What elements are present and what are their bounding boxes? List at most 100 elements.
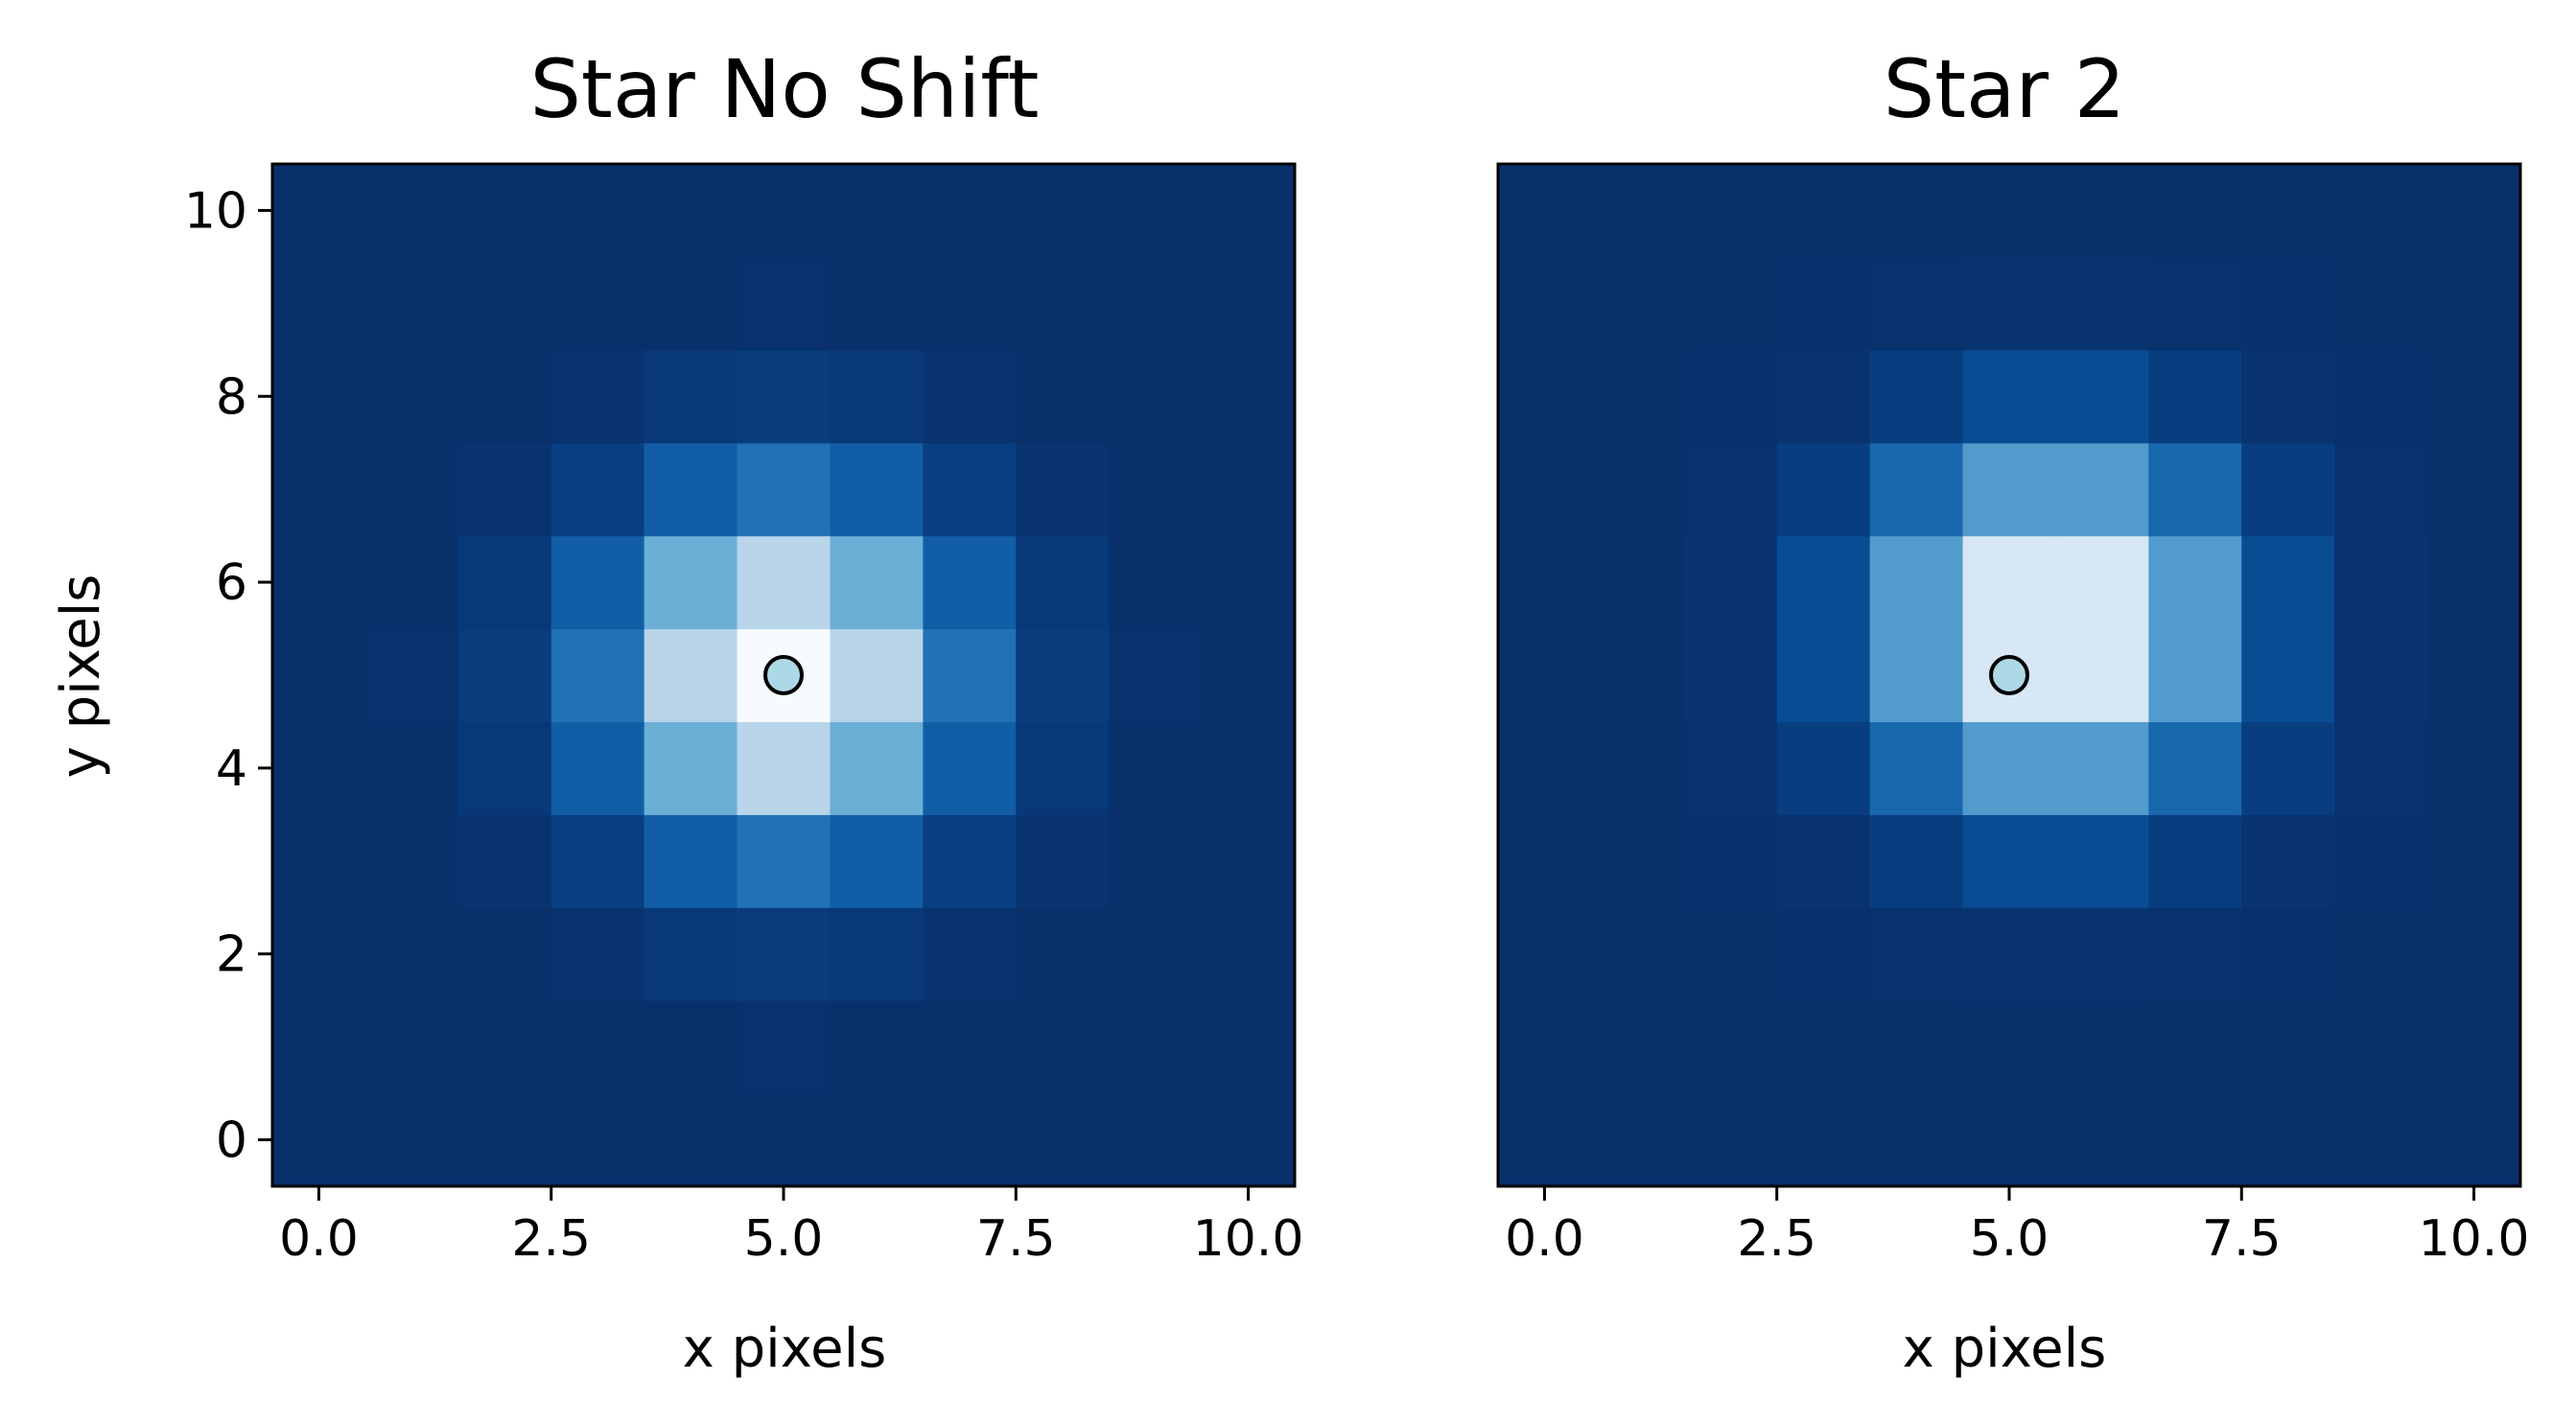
heatmap-cell (1962, 1000, 2057, 1094)
heatmap-cell (1202, 907, 1296, 1001)
x-tick-label: 2.5 (511, 1210, 591, 1268)
heatmap-cell (2427, 442, 2521, 537)
heatmap-cell (1109, 256, 1203, 351)
heatmap-cell (1109, 535, 1203, 630)
heatmap-cell (550, 907, 645, 1001)
heatmap-cell (2241, 721, 2335, 815)
heatmap-cell (737, 814, 831, 908)
heatmap-cell (1869, 164, 1964, 258)
heatmap-cell (1776, 164, 1871, 258)
heatmap-cell (2055, 814, 2149, 908)
heatmap-cell (1776, 535, 1871, 630)
heatmap-cell (550, 349, 645, 444)
heatmap-cell (1962, 814, 2057, 908)
heatmap-cell (1109, 628, 1203, 723)
heatmap-cell (2055, 721, 2149, 815)
panel-title: Star No Shift (530, 42, 1040, 136)
heatmap-cell (1590, 256, 1685, 351)
heatmap-cell (1109, 1093, 1203, 1187)
heatmap-cell (737, 907, 831, 1001)
x-tick-label: 0.0 (1505, 1210, 1584, 1268)
heatmap-cell (364, 349, 459, 444)
heatmap-cell (2148, 1000, 2242, 1094)
heatmap-cell (2334, 1000, 2428, 1094)
heatmap-cell (1683, 907, 1778, 1001)
heatmap-cell (1869, 535, 1964, 630)
heatmap-cell (830, 1000, 924, 1094)
heatmap-cell (1683, 349, 1778, 444)
heatmap-cell (2148, 1093, 2242, 1187)
heatmap-cell (1962, 256, 2057, 351)
x-tick-label: 5.0 (744, 1210, 824, 1268)
heatmap-cell (364, 442, 459, 537)
heatmap-cell (1962, 1093, 2057, 1187)
heatmap-cell (737, 164, 831, 258)
heatmap-cell (1869, 349, 1964, 444)
x-tick-label: 10.0 (1193, 1210, 1304, 1268)
heatmap-cell (1590, 814, 1685, 908)
heatmap-cell (1590, 442, 1685, 537)
heatmap-cell (550, 721, 645, 815)
heatmap-cell (550, 1000, 645, 1094)
heatmap-cell (2427, 535, 2521, 630)
heatmap-cell (1016, 164, 1110, 258)
heatmap-cell (1869, 814, 1964, 908)
heatmap-cell (2334, 349, 2428, 444)
y-tick-label: 2 (216, 926, 247, 984)
heatmap-cell (457, 814, 552, 908)
y-axis-ticks: 0 2 4 6 8 10 (184, 182, 272, 1170)
heatmap-cell (364, 256, 459, 351)
x-axis-label: x pixels (1903, 1318, 2107, 1380)
heatmap-cell (2055, 442, 2149, 537)
heatmap-cell (1202, 814, 1296, 908)
star-center-marker (763, 655, 804, 695)
heatmap-cell (2427, 907, 2521, 1001)
heatmap-cell (1202, 256, 1296, 351)
heatmap-cell (923, 721, 1017, 815)
heatmap-cell (830, 721, 924, 815)
panel-star-no-shift: Star No Shift 0.0 2.5 5.0 7.5 10.0 0 2 4 6 8 10 x… (50, 42, 1303, 1380)
heatmap-cell (1016, 1000, 1110, 1094)
heatmap-cell (1109, 164, 1203, 258)
heatmap-cell (2148, 721, 2242, 815)
heatmap-cell (1869, 628, 1964, 723)
heatmap-cell (1683, 164, 1778, 258)
heatmap-cell (1202, 535, 1296, 630)
heatmap-cell (1962, 907, 2057, 1001)
y-axis-label: y pixels (50, 574, 112, 779)
heatmap-cell (364, 721, 459, 815)
heatmap-cell (1776, 628, 1871, 723)
heatmap-cell (923, 628, 1017, 723)
heatmap-cell (1869, 1093, 1964, 1187)
marker-layer (763, 655, 804, 695)
heatmap-cell (272, 1000, 366, 1094)
heatmap-cell (1590, 535, 1685, 630)
heatmap-cell (550, 535, 645, 630)
heatmap-cell (923, 907, 1017, 1001)
heatmap-cell (2334, 721, 2428, 815)
heatmap-cell (2148, 535, 2242, 630)
heatmap-cell (1498, 721, 1592, 815)
heatmap-cell (2427, 349, 2521, 444)
heatmap-cell (1590, 721, 1685, 815)
heatmap-cell (364, 1093, 459, 1187)
heatmap-cell (1016, 1093, 1110, 1187)
heatmap-cell (2148, 349, 2242, 444)
heatmap-cell (2241, 256, 2335, 351)
heatmap-cell (923, 349, 1017, 444)
heatmap-cell (2427, 721, 2521, 815)
heatmap-cell (550, 256, 645, 351)
heatmap-cell (830, 814, 924, 908)
heatmap-cell (1683, 721, 1778, 815)
heatmap-cell (1962, 164, 2057, 258)
heatmap-cell (1590, 1000, 1685, 1094)
heatmap-cell (1498, 814, 1592, 908)
x-tick-label: 0.0 (279, 1210, 359, 1268)
heatmap-cell (737, 1093, 831, 1187)
heatmap-cell (1498, 164, 1592, 258)
heatmap-cell (1109, 721, 1203, 815)
heatmap-cell (1202, 721, 1296, 815)
heatmap-cell (1498, 535, 1592, 630)
y-tick-label: 4 (216, 740, 247, 798)
